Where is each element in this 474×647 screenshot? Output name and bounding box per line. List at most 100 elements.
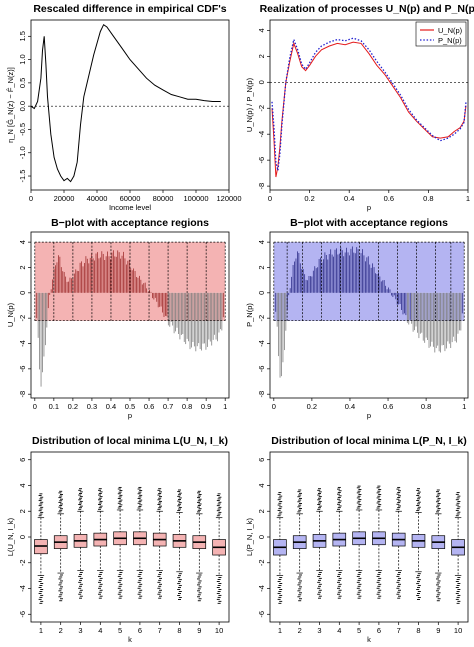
panel-local-minima-p: Distribution of local minima L(P_N, I_k)… <box>245 435 469 644</box>
plot-frame <box>30 19 230 191</box>
y-tick-label: -4 <box>257 340 266 347</box>
y-tick-label: -2 <box>257 315 266 322</box>
y-tick-label: 6 <box>18 458 27 462</box>
x-tick-label: 0.8 <box>421 402 431 411</box>
y-tick-label: -4 <box>257 585 266 592</box>
y-tick-label: -4 <box>18 340 27 347</box>
y-tick-label: 2 <box>18 265 27 269</box>
chart-title: B−plot with acceptance regions <box>51 217 209 229</box>
x-axis-label: p <box>367 411 371 420</box>
x-tick-label: 0 <box>33 402 37 411</box>
y-tick-label: -6 <box>18 611 27 618</box>
x-tick-label: 0.5 <box>125 402 135 411</box>
plot-frame <box>269 231 469 399</box>
x-tick-label: 0.2 <box>304 194 314 203</box>
y-tick-label: 2 <box>18 509 27 513</box>
x-tick-label: 1 <box>223 402 227 411</box>
y-tick-label: -2 <box>18 315 27 322</box>
y-tick-label: -1.0 <box>18 146 27 159</box>
x-tick-label: 2 <box>298 626 302 635</box>
x-tick-label: 8 <box>416 626 420 635</box>
x-tick-label: 4 <box>337 626 341 635</box>
panel-rescaled-difference: Rescaled difference in empirical CDF's 0 2… <box>6 3 242 212</box>
y-tick-label: 6 <box>257 458 266 462</box>
chart-title: Realization of processes U_N(p) and P_N(… <box>260 3 474 15</box>
y-tick-label: -6 <box>257 611 266 618</box>
x-tick-label: 3 <box>317 626 321 635</box>
y-axis-label: η_N [Ĝ_N(z) − F̂_N(z)] <box>6 67 15 143</box>
x-tick-label: 0.8 <box>182 402 192 411</box>
y-tick-label: 0.5 <box>18 78 27 88</box>
y-tick-label: 0.0 <box>18 101 27 111</box>
acceptance-region-lower <box>273 292 465 321</box>
legend-entry: U_N(p) <box>438 26 463 35</box>
x-tick-label: 10 <box>454 626 462 635</box>
panel-realization-processes: Realization of processes U_N(p) and P_N(… <box>245 3 474 212</box>
x-tick-label: 0.8 <box>423 194 433 203</box>
chart-title: Distribution of local minima L(U_N, I_k) <box>32 435 228 447</box>
x-tick-label: 9 <box>197 626 201 635</box>
panel-bplot-p: B−plot with acceptance regions 0 0.2 0.4 0.6… <box>245 217 469 420</box>
y-tick-label: 0 <box>257 535 266 539</box>
x-tick-label: 1 <box>466 194 470 203</box>
y-tick-label: 4 <box>18 483 27 487</box>
y-tick-label: -4 <box>257 131 266 138</box>
y-tick-label: 0 <box>18 535 27 539</box>
y-tick-label: 4 <box>257 28 266 32</box>
x-tick-label: 120000 <box>216 194 241 203</box>
x-tick-label: 0.7 <box>163 402 173 411</box>
x-tick-label: 2 <box>59 626 63 635</box>
y-axis-label: U_N(p) <box>6 302 15 327</box>
y-tick-label: -2 <box>257 105 266 112</box>
x-tick-label: 0.1 <box>49 402 59 411</box>
x-tick-label: 0.2 <box>307 402 317 411</box>
y-tick-label: -2 <box>18 559 27 566</box>
x-tick-label: 0 <box>29 194 33 203</box>
y-tick-label: 4 <box>257 483 266 487</box>
y-tick-label: -2 <box>257 559 266 566</box>
x-axis-label: p <box>367 203 371 212</box>
x-tick-label: 6 <box>138 626 142 635</box>
y-tick-label: -0.5 <box>18 123 27 136</box>
y-tick-label: 2 <box>257 509 266 513</box>
x-tick-label: 80000 <box>153 194 174 203</box>
y-tick-label: 0 <box>18 291 27 295</box>
series-line-1 <box>30 23 221 183</box>
x-axis-label: p <box>128 411 132 420</box>
x-tick-label: 8 <box>177 626 181 635</box>
legend-entry: P_N(p) <box>438 36 462 45</box>
x-tick-label: 5 <box>118 626 122 635</box>
chart-title: Distribution of local minima L(P_N, I_k) <box>271 435 466 447</box>
x-tick-label: 0.4 <box>344 194 354 203</box>
x-tick-label: 60000 <box>120 194 141 203</box>
y-tick-label: -4 <box>18 585 27 592</box>
y-tick-label: -6 <box>257 366 266 373</box>
y-tick-label: -8 <box>18 391 27 398</box>
y-axis-label: U_N(p) / P_N(p) <box>245 77 254 132</box>
x-tick-label: 1 <box>462 402 466 411</box>
x-tick-label: 1 <box>278 626 282 635</box>
y-tick-label: -1.5 <box>18 170 27 183</box>
x-tick-label: 100000 <box>183 194 208 203</box>
x-tick-label: 0.3 <box>87 402 97 411</box>
y-tick-label: 4 <box>18 240 27 244</box>
x-tick-label: 7 <box>158 626 162 635</box>
y-tick-label: -8 <box>257 391 266 398</box>
x-tick-label: 0.2 <box>68 402 78 411</box>
y-tick-label: 2 <box>257 265 266 269</box>
y-tick-label: 0 <box>257 80 266 84</box>
x-tick-label: 6 <box>377 626 381 635</box>
y-tick-label: 0 <box>257 291 266 295</box>
x-tick-label: 0.4 <box>345 402 355 411</box>
y-axis-label: P_N(p) <box>245 303 254 327</box>
y-tick-label: -6 <box>257 157 266 164</box>
x-axis-label: k <box>128 635 132 644</box>
x-tick-label: 0 <box>272 402 276 411</box>
y-tick-label: 2 <box>257 54 266 58</box>
x-tick-label: 7 <box>397 626 401 635</box>
x-tick-label: 0.6 <box>144 402 154 411</box>
x-tick-label: 1 <box>39 626 43 635</box>
x-tick-label: 4 <box>98 626 102 635</box>
x-axis-label: Income level <box>109 203 151 212</box>
series-line-2 <box>271 37 467 171</box>
